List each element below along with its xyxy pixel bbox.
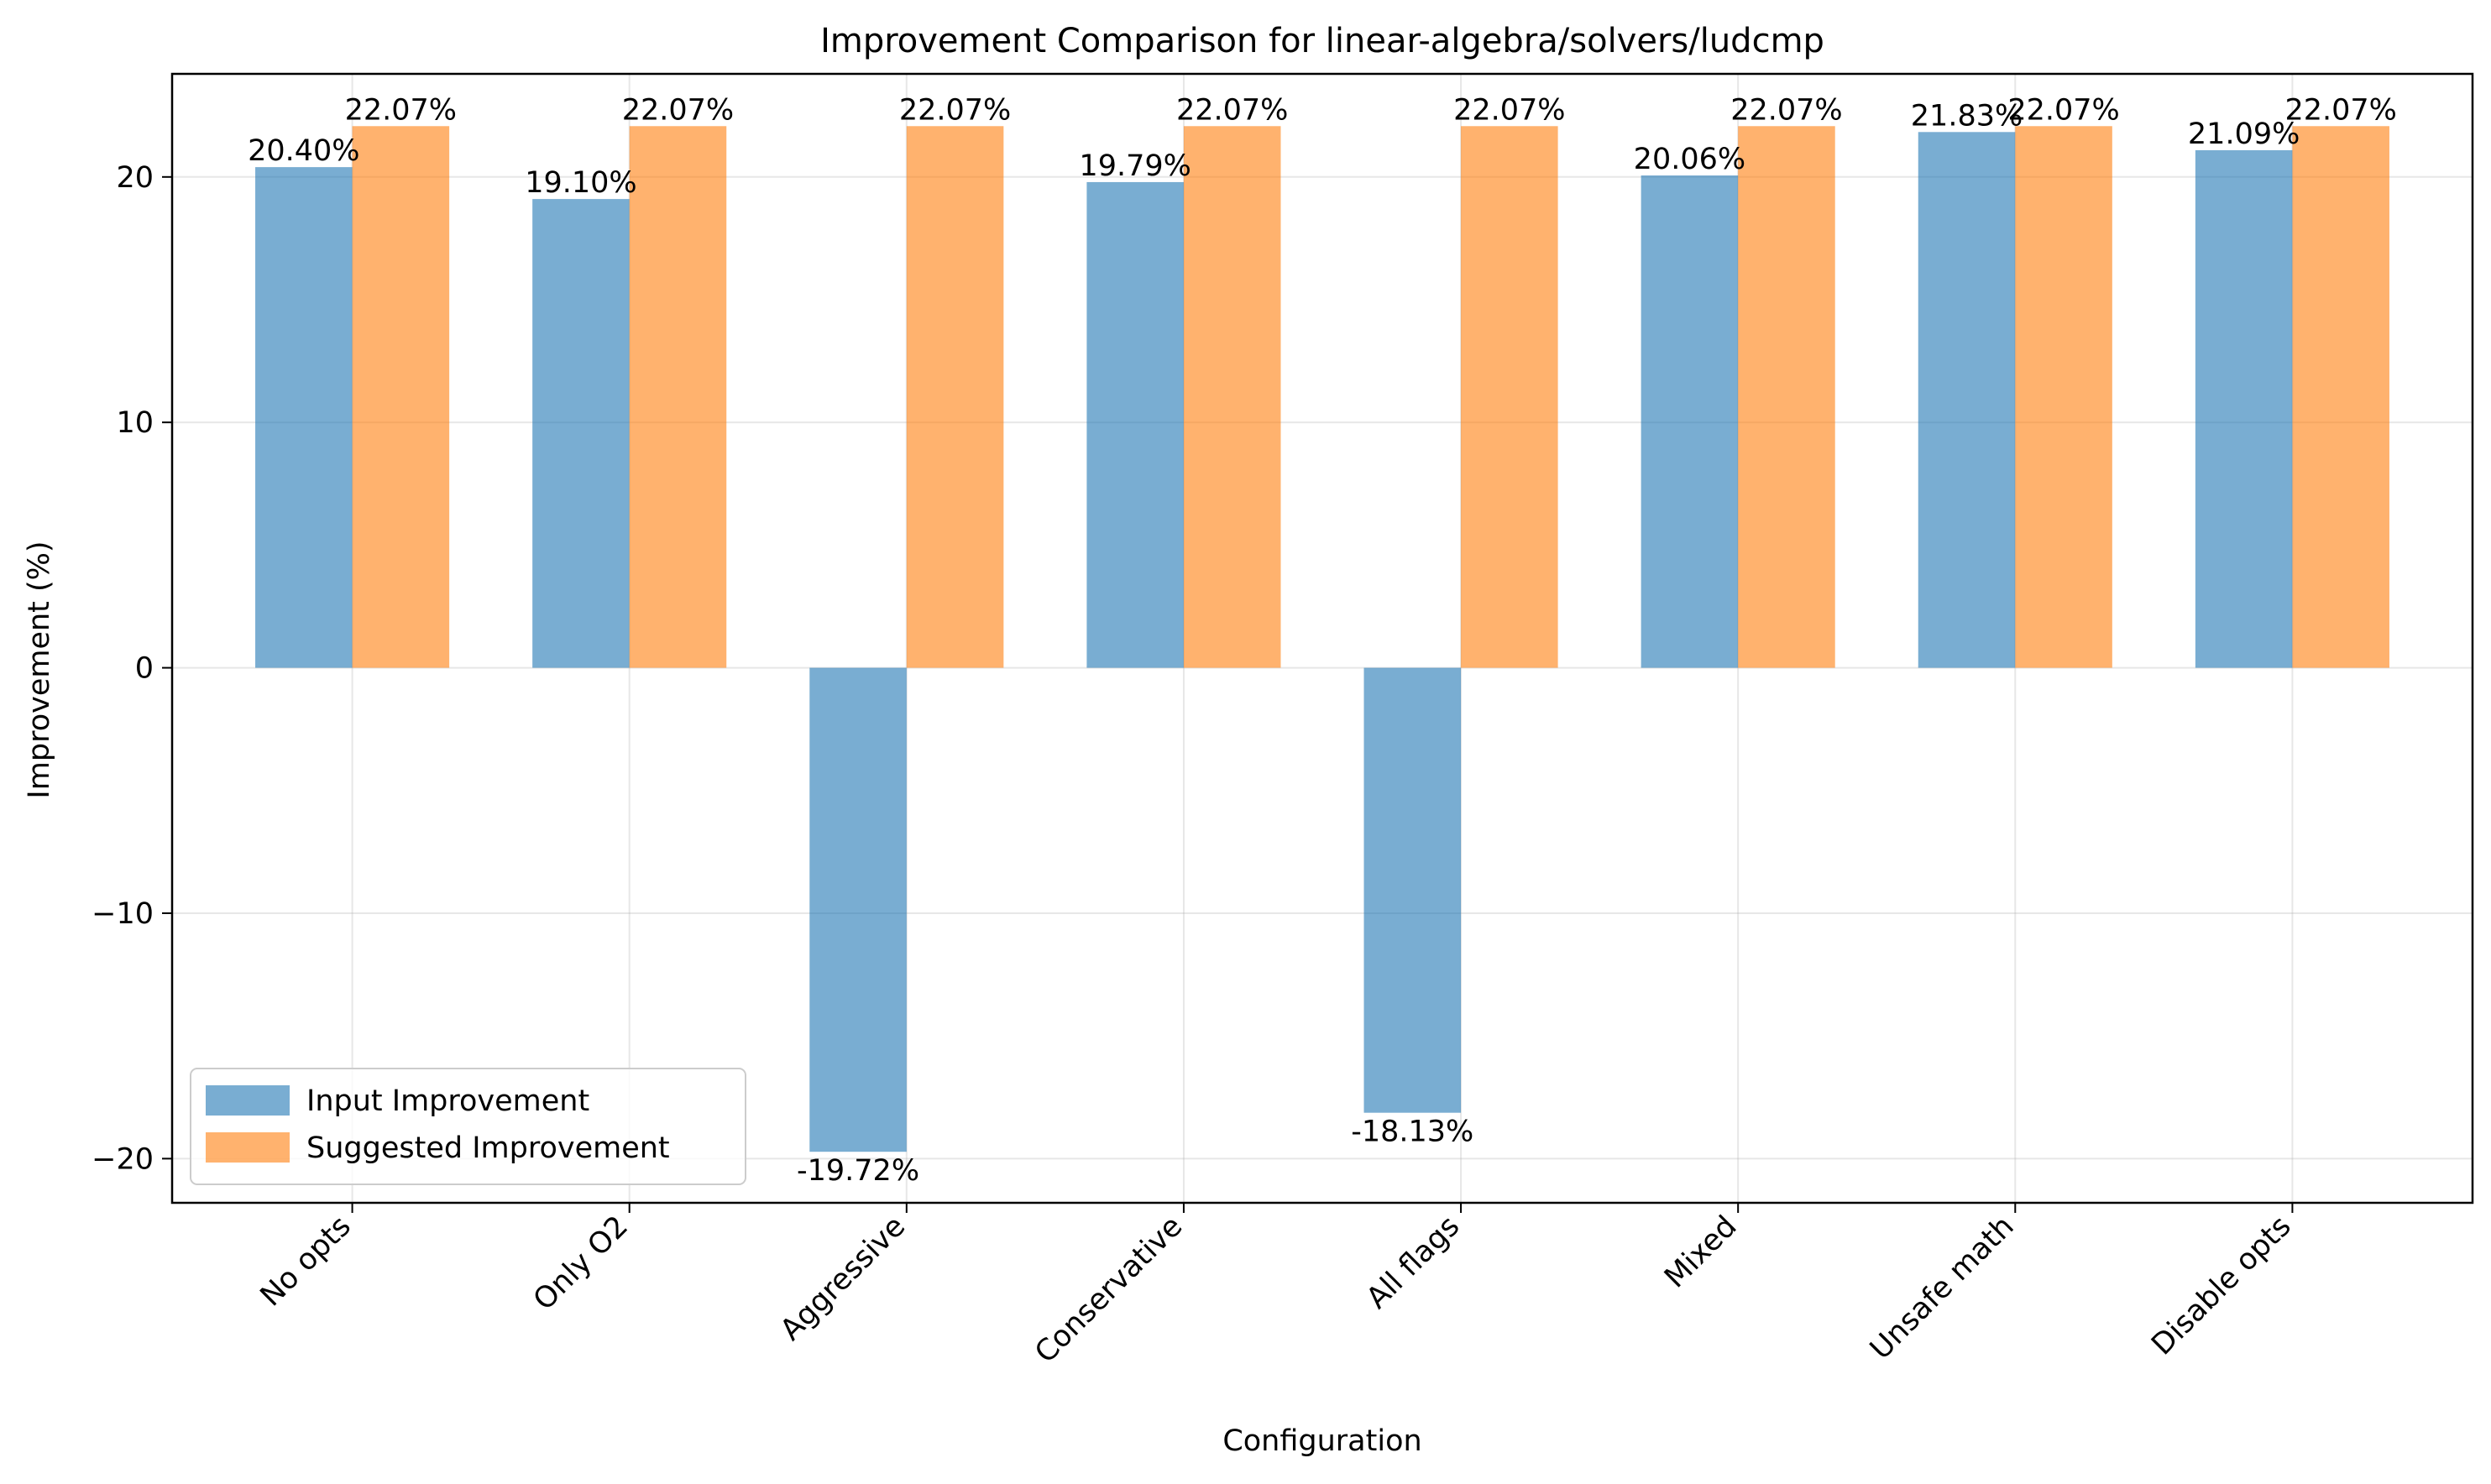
- data-label-input-3: 19.79%: [1079, 149, 1191, 183]
- data-label-input-5: 20.06%: [1634, 143, 1745, 176]
- data-label-suggested-0: 22.07%: [345, 93, 457, 127]
- x-tick-label: Only O2: [527, 1210, 635, 1317]
- data-label-input-6: 21.83%: [1911, 99, 2023, 133]
- y-tick-label: 10: [116, 406, 154, 440]
- bar-suggested-3: [1183, 126, 1281, 668]
- data-label-input-7: 21.09%: [2188, 118, 2300, 151]
- data-label-suggested-5: 22.07%: [1730, 93, 1842, 127]
- bar-input-5: [1641, 175, 1739, 668]
- y-axis-ticks: −20 −10 0 10 20: [92, 161, 172, 1176]
- x-tick-label: Unsafe math: [1864, 1210, 2021, 1366]
- bar-input-3: [1086, 181, 1184, 668]
- bar-input-6: [1918, 132, 2016, 668]
- data-label-input-0: 20.40%: [248, 134, 359, 168]
- bar-suggested-4: [1461, 126, 1558, 668]
- y-tick-label: −20: [92, 1142, 154, 1176]
- legend-box: [190, 1068, 746, 1185]
- x-tick-label: No opts: [254, 1210, 358, 1313]
- data-label-suggested-6: 22.07%: [2007, 93, 2119, 127]
- bar-suggested-7: [2292, 126, 2389, 668]
- bar-suggested-6: [2015, 126, 2112, 668]
- legend: Input Improvement Suggested Improvement: [190, 1068, 746, 1185]
- bar-input-2: [809, 667, 907, 1152]
- x-tick-label: Disable opts: [2145, 1210, 2297, 1361]
- y-tick-label: −10: [92, 897, 154, 931]
- data-labels: 20.40% 19.10% -19.72% 19.79% -18.13% 20.06% 21…: [248, 93, 2397, 1188]
- bar-suggested-5: [1738, 126, 1835, 668]
- legend-label-0: Input Improvement: [306, 1084, 589, 1118]
- legend-swatch-0: [206, 1085, 290, 1116]
- bar-input-4: [1363, 667, 1462, 1113]
- bar-input-7: [2195, 149, 2293, 668]
- x-tick-label: Aggressive: [774, 1210, 912, 1347]
- x-tick-label: All flags: [1360, 1210, 1466, 1315]
- data-label-input-1: 19.10%: [525, 166, 636, 200]
- data-label-suggested-7: 22.07%: [2284, 93, 2396, 127]
- grid-lines: [172, 74, 2473, 1203]
- chart-title: Improvement Comparison for linear-algebr…: [820, 22, 1824, 60]
- bar-suggested-0: [352, 126, 450, 668]
- bar-suggested-1: [629, 126, 727, 668]
- bar-suggested-2: [906, 126, 1004, 668]
- y-tick-label: 0: [135, 652, 154, 686]
- legend-swatch-1: [206, 1132, 290, 1163]
- bars: [255, 126, 2389, 1152]
- y-tick-label: 20: [116, 161, 154, 195]
- data-label-suggested-4: 22.07%: [1453, 93, 1565, 127]
- data-label-suggested-2: 22.07%: [899, 93, 1011, 127]
- data-label-input-4: -18.13%: [1351, 1116, 1473, 1149]
- data-label-input-2: -19.72%: [797, 1154, 919, 1188]
- x-tick-label: Mixed: [1658, 1210, 1743, 1294]
- x-axis-ticks: No opts Only O2 Aggressive Conservative All …: [254, 1203, 2298, 1370]
- plot-frame: [170, 72, 2474, 1204]
- bar-input-1: [532, 199, 630, 668]
- data-label-suggested-1: 22.07%: [622, 93, 734, 127]
- data-label-suggested-3: 22.07%: [1176, 93, 1288, 127]
- y-axis-label: Improvement (%): [23, 541, 56, 798]
- x-tick-label: Conservative: [1028, 1210, 1189, 1370]
- bar-input-0: [255, 167, 353, 668]
- legend-label-1: Suggested Improvement: [306, 1131, 670, 1165]
- x-axis-label: Configuration: [1222, 1424, 1421, 1458]
